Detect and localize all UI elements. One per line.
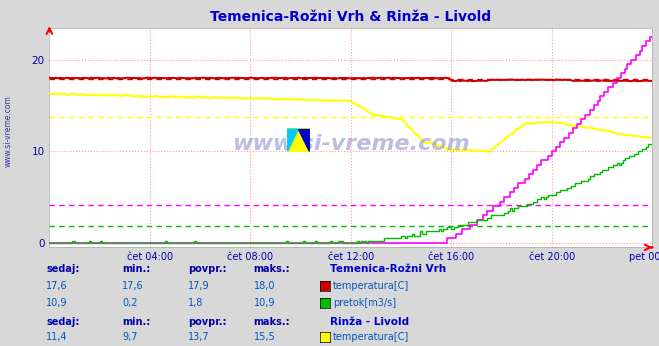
Polygon shape	[288, 129, 298, 151]
Text: Rinža - Livold: Rinža - Livold	[330, 317, 409, 327]
Text: 10,9: 10,9	[254, 298, 275, 308]
Text: sedaj:: sedaj:	[46, 264, 80, 274]
Text: 18,0: 18,0	[254, 281, 275, 291]
Text: min.:: min.:	[122, 317, 150, 327]
Text: www.si-vreme.com: www.si-vreme.com	[3, 95, 13, 167]
Text: 17,6: 17,6	[122, 281, 144, 291]
Text: povpr.:: povpr.:	[188, 264, 226, 274]
Text: temperatura[C]: temperatura[C]	[333, 332, 409, 342]
Text: pretok[m3/s]: pretok[m3/s]	[333, 298, 396, 308]
Text: www.si-vreme.com: www.si-vreme.com	[232, 134, 470, 154]
Text: 10,9: 10,9	[46, 298, 68, 308]
Text: Temenica-Rožni Vrh: Temenica-Rožni Vrh	[330, 264, 445, 274]
Title: Temenica-Rožni Vrh & Rinža - Livold: Temenica-Rožni Vrh & Rinža - Livold	[210, 10, 492, 24]
Text: maks.:: maks.:	[254, 317, 291, 327]
Text: 0,2: 0,2	[122, 298, 138, 308]
Text: 15,5: 15,5	[254, 332, 275, 342]
Text: 1,8: 1,8	[188, 298, 203, 308]
Text: sedaj:: sedaj:	[46, 317, 80, 327]
Polygon shape	[298, 129, 308, 151]
Text: 11,4: 11,4	[46, 332, 68, 342]
Text: povpr.:: povpr.:	[188, 317, 226, 327]
Text: 17,6: 17,6	[46, 281, 68, 291]
Text: 9,7: 9,7	[122, 332, 138, 342]
Text: temperatura[C]: temperatura[C]	[333, 281, 409, 291]
Text: min.:: min.:	[122, 264, 150, 274]
Text: 13,7: 13,7	[188, 332, 210, 342]
Text: 17,9: 17,9	[188, 281, 210, 291]
Text: maks.:: maks.:	[254, 264, 291, 274]
